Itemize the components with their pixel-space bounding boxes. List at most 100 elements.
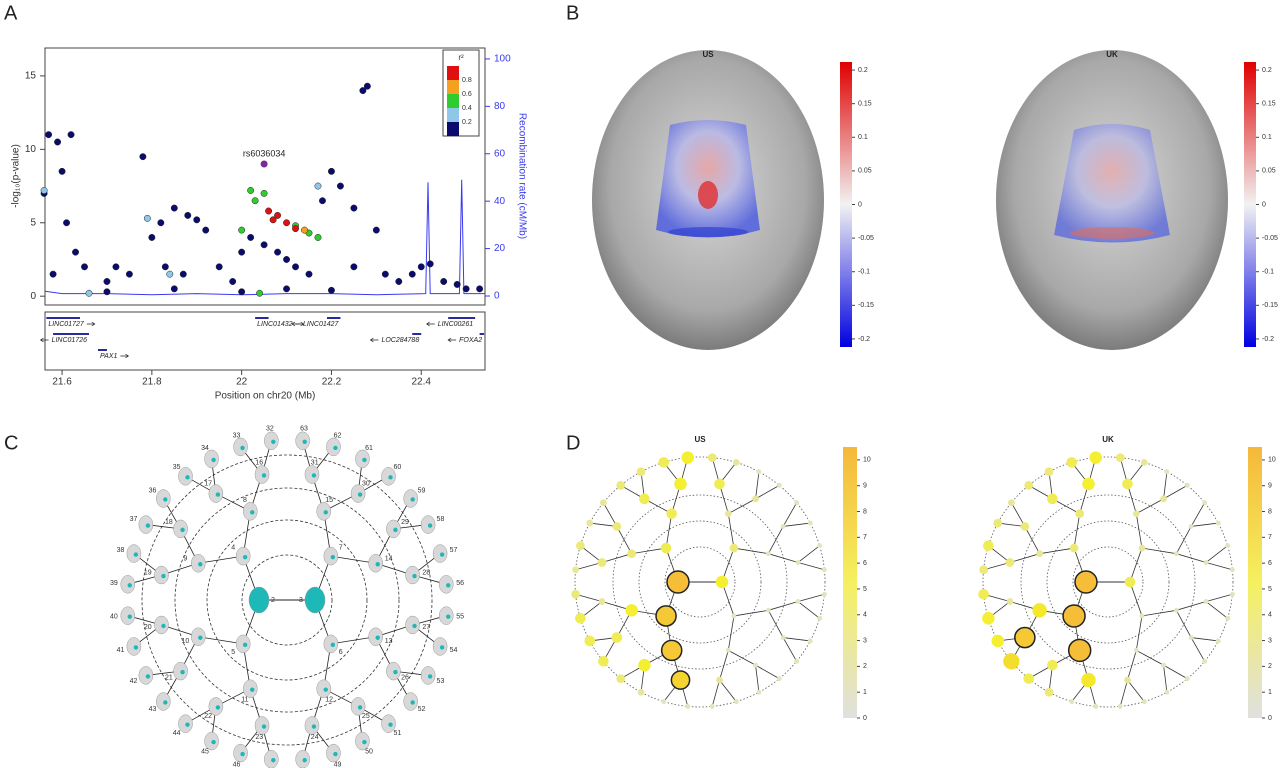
network-node [598,598,606,605]
legend-swatch [447,80,459,94]
segment-number: 36 [149,488,157,495]
network-edge [782,637,797,662]
lead-snp [260,160,268,168]
legend-swatch [447,94,459,108]
segment-shape [295,431,310,451]
network-title: UK [1102,435,1114,444]
network-edge [1039,547,1075,555]
segment-shape [316,679,331,698]
face-us [592,50,824,350]
network-node [625,604,638,617]
segment-shape [178,467,193,486]
snp-point [112,263,120,271]
segment-number: 21 [165,675,173,682]
snp-point [179,270,187,278]
network-node [752,495,759,503]
segment-shape [191,627,206,646]
network-node [993,518,1003,528]
segment-number: 49 [334,761,342,768]
network-edge [1129,547,1143,583]
network-node [1160,495,1167,503]
snp-point [260,189,268,197]
network-node [637,688,645,696]
segment-number: 8 [243,497,247,504]
network-node [1082,477,1095,491]
segment-number: 41 [117,647,125,654]
snp-point [319,197,326,205]
segment-shape [173,519,188,539]
network-edge [797,593,825,602]
recombination-line [44,179,485,296]
segment-number: 33 [233,432,241,439]
network-node [1164,689,1170,695]
network-edge [1024,526,1040,554]
segment-number: 62 [334,432,342,439]
segment-shape [156,692,171,711]
network-node [670,670,691,690]
snp-point [350,263,358,271]
network-node [753,662,759,668]
network-node [1023,673,1035,684]
colorbar-tick-label: -0.15 [1262,302,1278,309]
colorbar [1248,447,1262,718]
network-node [1124,676,1131,684]
network-node [611,632,623,643]
segment-shape [405,565,420,585]
segment-shape [138,515,154,534]
snp-point [166,270,174,278]
y-tick-label: 15 [25,71,37,82]
legend-swatch [447,122,459,136]
snp-point [157,219,165,227]
network-node [794,658,800,664]
segment-number: 28 [422,570,430,577]
network-node [1124,576,1136,588]
network-node [1164,469,1170,475]
segment-highlight [427,674,433,679]
network-edge [1191,522,1219,527]
segment-shape [264,749,279,768]
network-edge [1163,485,1188,500]
network-edge [1190,502,1205,527]
ring [1020,494,1196,670]
segment-shape [323,634,339,654]
network-node [1032,603,1047,618]
network-edge [575,562,603,571]
segment-shape [154,615,169,635]
segment-shape [350,697,366,716]
snp-point [161,263,169,271]
snp-point [350,204,358,212]
segment-number: 3 [299,597,303,604]
y-axis-label: -log₁₀(p-value) [11,144,22,208]
snp-point [283,219,291,227]
colorbar-tick-label: -0.15 [858,302,874,309]
colorbar-tick-label: 0.2 [1262,67,1272,74]
segment-highlight [302,758,307,763]
snp-point [283,285,291,293]
colorbar-tick-label: 5 [863,586,867,593]
segment-number: 10 [181,638,189,645]
gene-label: LINC01427 [303,321,340,328]
segment-number: 46 [233,761,241,768]
segment-number: 34 [201,445,209,452]
segment-highlight [127,583,132,588]
x-axis-label: Position on chr20 (Mb) [215,391,316,402]
network-node [1075,509,1085,518]
colorbar-tick-label: -0.05 [858,235,874,242]
snp-point [381,270,389,278]
snp-point [314,182,322,190]
network-node [716,676,723,684]
network-edge [797,545,820,563]
network-node [586,519,594,527]
segment-number: 43 [149,706,157,713]
plot-frame [44,47,486,306]
strand-arrow [120,353,130,359]
segment-number: 23 [255,734,263,741]
segment-highlight [427,523,433,528]
snp-point [85,289,93,297]
snp-point [143,214,151,222]
segment-number: 7 [339,545,343,552]
segment-highlight [161,623,166,629]
x-tick-label: 21.6 [52,377,72,388]
strand-arrow [447,337,457,343]
y2-tick-label: 20 [494,243,506,254]
